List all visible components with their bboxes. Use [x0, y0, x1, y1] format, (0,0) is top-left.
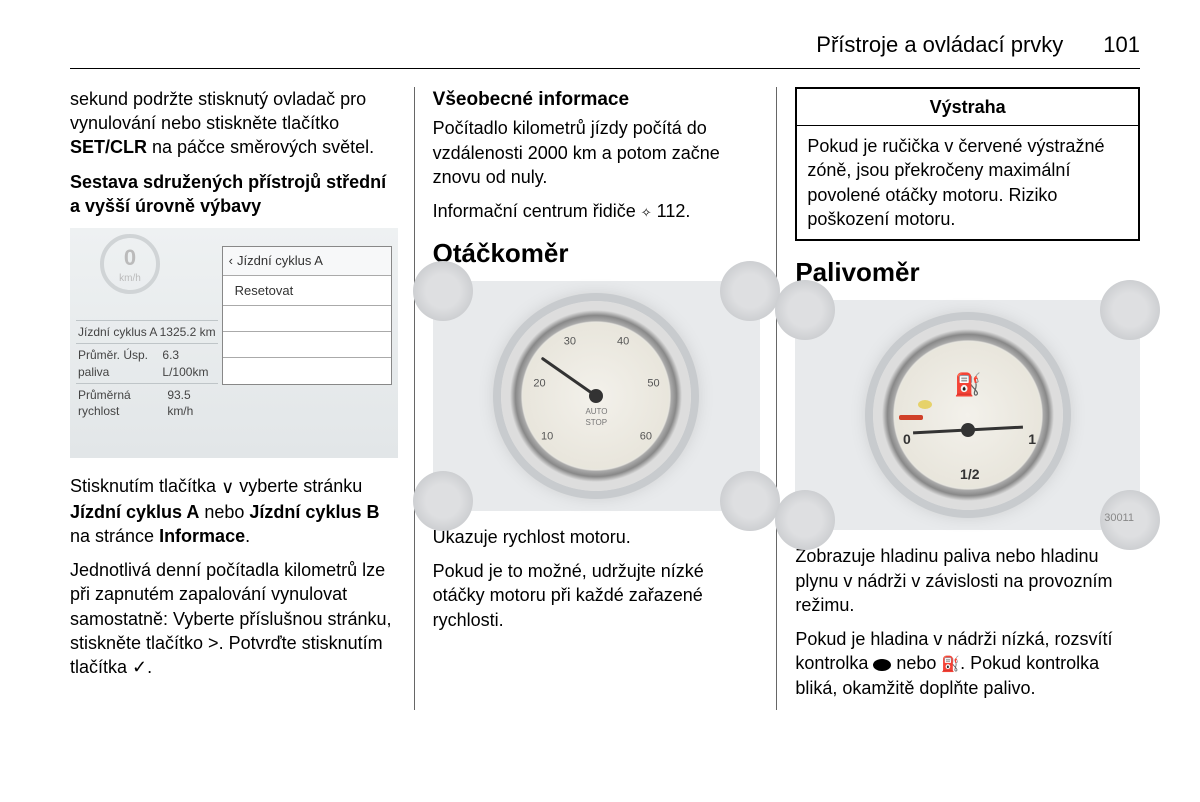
table-row: Jízdní cyklus A1325.2 km: [76, 320, 218, 343]
down-chevron-icon: ∨: [221, 475, 234, 499]
fuel-desc: Zobrazuje hladinu paliva nebo hladinu pl…: [795, 544, 1140, 617]
reference-icon: ✧: [641, 205, 652, 220]
trip-menu-empty: [223, 358, 391, 384]
trip-menu: ‹ Jízdní cyklus A Resetovat: [222, 246, 392, 385]
speed-ring: 0 km/h: [100, 234, 160, 294]
trip-menu-empty: [223, 306, 391, 332]
content-columns: sekund podržte stisknutý ovladač pro vyn…: [70, 87, 1140, 710]
trip-stats: Jízdní cyklus A1325.2 km Průměr. Úsp. pa…: [76, 320, 218, 422]
image-id: 30011: [1104, 511, 1134, 526]
trip-computer-screenshot: 0 km/h ∧ ‹ Jízdní cyklus A Resetovat Jíz…: [70, 228, 398, 458]
dic-reference: Informační centrum řidiče ✧ 112.: [433, 199, 761, 223]
tach-advice: Pokud je to možné, udržujte nízké otáčky…: [433, 559, 761, 632]
fuel-gauge-heading: Palivoměr: [795, 255, 1140, 290]
tachometer-heading: Otáčkoměr: [433, 236, 761, 271]
subsection-heading: Sestava sdružených přístrojů střední a v…: [70, 170, 398, 219]
select-page-paragraph: Stisknutím tlačítka ∨ vyberte stránku Jí…: [70, 474, 398, 548]
page-number: 101: [1103, 30, 1140, 60]
odometer-paragraph: Počítadlo kilometrů jízdy počítá do vzdá…: [433, 116, 761, 189]
intro-paragraph: sekund podržte stisknutý ovladač pro vyn…: [70, 87, 398, 160]
trip-menu-empty: [223, 332, 391, 358]
page-header: Přístroje a ovládací prvky 101: [70, 30, 1140, 69]
table-row: Průměr. Úsp. paliva6.3 L/100km: [76, 343, 218, 382]
column-1: sekund podržte stisknutý ovladač pro vyn…: [70, 87, 415, 710]
trip-menu-reset: Resetovat: [223, 276, 391, 307]
warning-box: Výstraha Pokud je ručička v červené výst…: [795, 87, 1140, 241]
header-title: Přístroje a ovládací prvky: [816, 30, 1063, 60]
fuel-pump-icon: ⛽: [954, 370, 981, 400]
table-row: Průměrná rychlost93.5 km/h: [76, 383, 218, 422]
tach-desc: Ukazuje rychlost motoru.: [433, 525, 761, 549]
fuel-gauge: ⛽ 0 1/2 1: [873, 320, 1063, 510]
warning-title: Výstraha: [797, 89, 1138, 126]
trip-menu-header: ‹ Jízdní cyklus A: [223, 247, 391, 276]
fuel-low-paragraph: Pokud je hladina v nádrži nízká, rozsvít…: [795, 627, 1140, 700]
fuel-pump-icon: ⛽: [941, 655, 960, 675]
column-2: Všeobecné informace Počítadlo kilometrů …: [433, 87, 778, 710]
warning-dot-icon: [873, 659, 891, 671]
back-chevron-icon: ‹: [229, 252, 233, 270]
reset-paragraph: Jednotlivá denní počítadla kilometrů lze…: [70, 558, 398, 679]
tachometer-image: 10 20 30 40 50 60 AUTOSTOP: [433, 281, 761, 511]
tach-gauge: 10 20 30 40 50 60 AUTOSTOP: [501, 301, 691, 491]
warning-body: Pokud je ručička v červené výstražné zón…: [797, 126, 1138, 239]
general-info-heading: Všeobecné informace: [433, 87, 761, 113]
column-3: Výstraha Pokud je ručička v červené výst…: [795, 87, 1140, 710]
fuel-gauge-image: ⛽ 0 1/2 1 30011: [795, 300, 1140, 530]
